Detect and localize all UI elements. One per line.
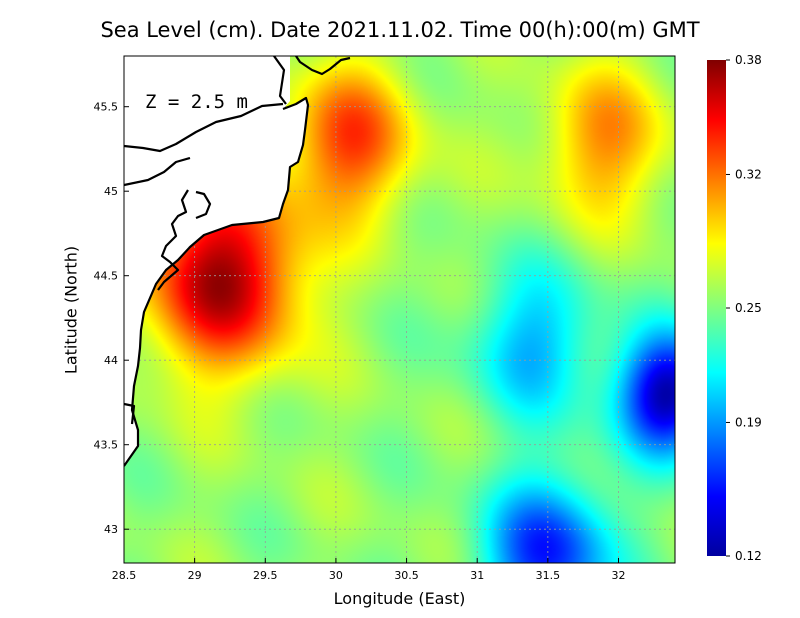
land-mass bbox=[124, 56, 308, 466]
colorbar-tick-label: 0.32 bbox=[735, 167, 762, 181]
y-axis-label: Latitude (North) bbox=[61, 245, 81, 375]
x-tick-label: 30.5 bbox=[394, 569, 419, 582]
x-tick-label: 28.5 bbox=[112, 569, 137, 582]
colorbar-tick-label: 0.25 bbox=[735, 301, 762, 315]
y-tick-label: 45 bbox=[104, 185, 118, 198]
coastline-main bbox=[124, 96, 310, 467]
plot-frame bbox=[123, 55, 676, 564]
y-axis-ticks: 43 43.5 44 44.5 45 45.5 bbox=[94, 101, 129, 536]
y-tick-label: 45.5 bbox=[94, 101, 119, 114]
y-tick-label: 44 bbox=[104, 354, 118, 367]
y-tick-label: 43.5 bbox=[94, 439, 119, 452]
colorbar-tick-label: 0.19 bbox=[735, 415, 762, 429]
colorbar bbox=[707, 60, 726, 556]
depth-label: Z = 2.5 m bbox=[145, 91, 248, 113]
coastline-lagoon bbox=[157, 189, 212, 291]
x-tick-label: 31.5 bbox=[536, 569, 561, 582]
x-tick-label: 29.5 bbox=[253, 569, 278, 582]
chart-title: Sea Level (cm). Date 2021.11.02. Time 00… bbox=[100, 18, 700, 42]
y-tick-label: 43 bbox=[104, 523, 118, 536]
coastline-north bbox=[273, 56, 351, 105]
coastline-inner-bay bbox=[124, 102, 284, 187]
y-tick-label: 44.5 bbox=[94, 270, 119, 283]
x-axis-ticks: 28.5 29 29.5 30 30.5 31 31.5 32 bbox=[112, 558, 625, 582]
colorbar-tick-label: 0.12 bbox=[735, 549, 762, 563]
colorbar-tick-label: 0.38 bbox=[735, 53, 762, 67]
x-tick-label: 32 bbox=[611, 569, 625, 582]
coastline-south bbox=[124, 402, 136, 425]
x-tick-label: 30 bbox=[329, 569, 343, 582]
coastline bbox=[124, 56, 351, 467]
colorbar-ticks: 0.38 0.32 0.25 0.19 0.12 bbox=[726, 53, 762, 563]
x-tick-label: 29 bbox=[188, 569, 202, 582]
x-axis-label: Longitude (East) bbox=[333, 589, 466, 608]
x-tick-label: 31 bbox=[470, 569, 484, 582]
